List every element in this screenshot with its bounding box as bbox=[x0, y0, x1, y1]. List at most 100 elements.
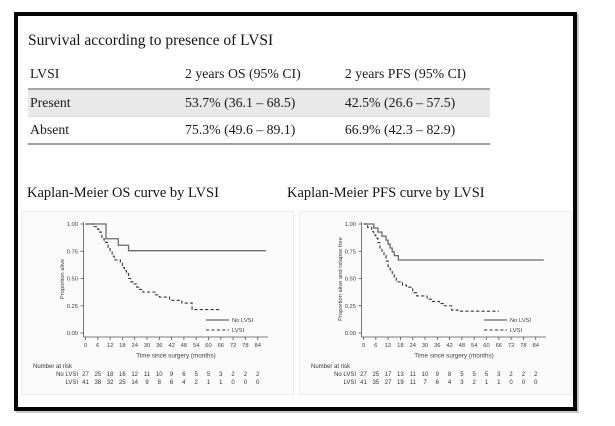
svg-text:72: 72 bbox=[508, 343, 514, 349]
svg-text:41: 41 bbox=[82, 380, 89, 386]
svg-text:No LVSI: No LVSI bbox=[232, 318, 254, 324]
table-header-row: LVSI 2 years OS (95% CI) 2 years PFS (95… bbox=[28, 62, 490, 90]
svg-text:0: 0 bbox=[522, 380, 526, 386]
svg-text:36: 36 bbox=[156, 343, 162, 349]
svg-text:6: 6 bbox=[182, 372, 186, 378]
axes bbox=[80, 222, 268, 340]
svg-text:9: 9 bbox=[436, 372, 440, 378]
page-title: Survival according to presence of LVSI bbox=[28, 32, 274, 49]
svg-text:3: 3 bbox=[219, 372, 223, 378]
svg-text:18: 18 bbox=[119, 343, 125, 349]
svg-text:72: 72 bbox=[230, 343, 236, 349]
svg-text:30: 30 bbox=[144, 343, 150, 349]
svg-text:0: 0 bbox=[256, 380, 260, 386]
svg-text:60: 60 bbox=[483, 343, 489, 349]
svg-text:5: 5 bbox=[473, 372, 477, 378]
svg-text:0: 0 bbox=[534, 380, 538, 386]
survival-table: LVSI 2 years OS (95% CI) 2 years PFS (95… bbox=[28, 62, 490, 145]
svg-text:1: 1 bbox=[207, 380, 211, 386]
tick-labels: 0.00 0.25 0.50 0.75 1.00 0 6 12 18 24 30 36 42 48 54 60… bbox=[345, 222, 540, 349]
svg-text:1: 1 bbox=[485, 380, 489, 386]
svg-text:2: 2 bbox=[473, 380, 477, 386]
os-value: 53.7% (36.1 – 68.5) bbox=[183, 89, 343, 117]
x-axis-label: Time since surgery (months) bbox=[136, 353, 216, 360]
number-at-risk-label: Number at risk bbox=[311, 364, 351, 370]
svg-text:4: 4 bbox=[182, 380, 186, 386]
svg-text:12: 12 bbox=[385, 343, 391, 349]
svg-text:0.25: 0.25 bbox=[345, 304, 356, 310]
svg-text:48: 48 bbox=[181, 343, 187, 349]
svg-text:25: 25 bbox=[372, 372, 379, 378]
number-at-risk-label: Number at risk bbox=[33, 364, 73, 370]
svg-text:0.75: 0.75 bbox=[345, 249, 356, 255]
svg-text:36: 36 bbox=[434, 343, 440, 349]
svg-text:0: 0 bbox=[362, 343, 365, 349]
svg-text:27: 27 bbox=[385, 380, 392, 386]
os-kaplan-meier-chart: 0.000.250.500.751.000 6 12 18 24 30 36 42 48 54 60… bbox=[21, 211, 294, 395]
header-os: 2 years OS (95% CI) bbox=[183, 62, 343, 90]
svg-text:24: 24 bbox=[409, 343, 416, 349]
svg-text:3: 3 bbox=[460, 380, 464, 386]
svg-text:6: 6 bbox=[96, 343, 99, 349]
svg-text:41: 41 bbox=[360, 380, 367, 386]
svg-text:No LVSI: No LVSI bbox=[56, 372, 78, 378]
svg-text:78: 78 bbox=[520, 343, 526, 349]
km-curve-no-lvsi bbox=[85, 223, 266, 252]
svg-text:25: 25 bbox=[94, 372, 101, 378]
svg-text:0.50: 0.50 bbox=[67, 277, 78, 283]
svg-text:11: 11 bbox=[144, 372, 151, 378]
svg-text:No LVSI: No LVSI bbox=[334, 372, 356, 378]
svg-text:9: 9 bbox=[145, 380, 149, 386]
svg-text:66: 66 bbox=[218, 343, 224, 349]
svg-text:8: 8 bbox=[448, 372, 452, 378]
svg-text:12: 12 bbox=[107, 343, 113, 349]
svg-text:2: 2 bbox=[509, 372, 513, 378]
svg-text:1: 1 bbox=[497, 380, 501, 386]
svg-text:32: 32 bbox=[107, 380, 114, 386]
svg-text:42: 42 bbox=[446, 343, 452, 349]
svg-text:27: 27 bbox=[82, 372, 89, 378]
svg-text:4: 4 bbox=[448, 380, 452, 386]
svg-text:6: 6 bbox=[436, 380, 440, 386]
svg-text:1: 1 bbox=[219, 380, 223, 386]
svg-text:17: 17 bbox=[385, 372, 392, 378]
svg-text:2: 2 bbox=[256, 372, 260, 378]
svg-text:27: 27 bbox=[360, 372, 367, 378]
table-row: Absent 75.3% (49.6 – 89.1) 66.9% (42.3 – 8… bbox=[28, 116, 490, 145]
svg-text:54: 54 bbox=[193, 343, 200, 349]
svg-text:1.00: 1.00 bbox=[345, 222, 356, 228]
svg-text:11: 11 bbox=[410, 372, 417, 378]
svg-text:LVSI: LVSI bbox=[343, 380, 356, 386]
svg-text:13: 13 bbox=[397, 372, 404, 378]
y-axis-label: Proportion alive bbox=[60, 259, 66, 299]
figure-frame: Survival according to presence of LVSI L… bbox=[14, 12, 577, 411]
svg-text:LVSI: LVSI bbox=[232, 328, 245, 334]
svg-text:11: 11 bbox=[410, 380, 417, 386]
svg-text:0.25: 0.25 bbox=[67, 304, 78, 310]
svg-text:2: 2 bbox=[231, 372, 235, 378]
svg-text:2: 2 bbox=[534, 372, 538, 378]
legend: No LVSI LVSI bbox=[206, 318, 254, 334]
svg-text:5: 5 bbox=[195, 372, 199, 378]
legend: No LVSI LVSI bbox=[484, 318, 532, 334]
svg-text:14: 14 bbox=[131, 380, 138, 386]
km-curve-no-lvsi bbox=[363, 223, 544, 261]
svg-text:10: 10 bbox=[422, 372, 429, 378]
svg-text:5: 5 bbox=[485, 372, 489, 378]
svg-text:10: 10 bbox=[156, 372, 163, 378]
svg-text:0.50: 0.50 bbox=[345, 277, 356, 283]
tick-labels: 0.00 0.25 0.50 0.75 1.00 0 6 12 18 24 30 36 42 48 54 60… bbox=[67, 222, 262, 349]
svg-text:0.00: 0.00 bbox=[345, 331, 356, 337]
svg-text:12: 12 bbox=[131, 372, 138, 378]
svg-text:LVSI: LVSI bbox=[510, 328, 523, 334]
svg-text:84: 84 bbox=[532, 343, 539, 349]
survival-table-body: Present 53.7% (36.1 – 68.5) 42.5% (26.6 – … bbox=[28, 89, 490, 145]
table-row: Present 53.7% (36.1 – 68.5) 42.5% (26.6 – … bbox=[28, 89, 490, 117]
axes bbox=[358, 222, 546, 340]
svg-text:42: 42 bbox=[168, 343, 174, 349]
svg-text:0.75: 0.75 bbox=[67, 249, 78, 255]
plot-panel bbox=[21, 211, 294, 395]
svg-text:38: 38 bbox=[94, 380, 101, 386]
plot-panel bbox=[299, 211, 572, 395]
